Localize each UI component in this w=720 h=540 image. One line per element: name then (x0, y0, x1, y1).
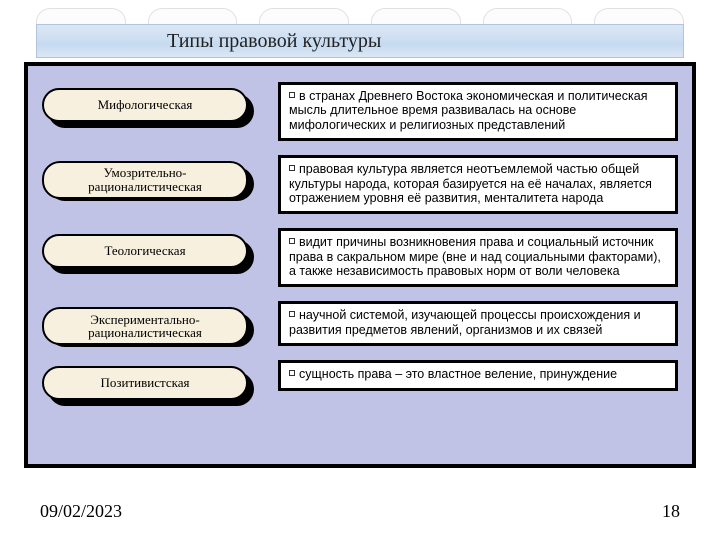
type-label: Позитивистская (42, 366, 248, 400)
desc-text: в странах Древнего Востока экономическая… (289, 89, 647, 132)
content-panel: Мифологическая в странах Древнего Восток… (24, 62, 696, 468)
title-bar: Типы правовой культуры (36, 24, 684, 58)
type-label: Теологическая (42, 234, 248, 268)
bullet-icon (289, 92, 295, 98)
bullet-icon (289, 238, 295, 244)
type-label-wrap: Позитивистская (42, 366, 254, 400)
type-row: Мифологическая в странах Древнего Восток… (42, 82, 678, 141)
type-description: правовая культура является неотъемлемой … (278, 155, 678, 214)
type-label-wrap: Экспериментально-рационалистическая (42, 307, 254, 345)
type-description: в странах Древнего Востока экономическая… (278, 82, 678, 141)
type-label-wrap: Умозрительно-рационалистическая (42, 161, 254, 199)
desc-text: сущность права – это властное веление, п… (299, 367, 617, 381)
type-row: Позитивистская сущность права – это влас… (42, 360, 678, 400)
slide: Типы правовой культуры Мифологическая в … (0, 0, 720, 540)
slide-title: Типы правовой культуры (167, 30, 381, 53)
type-row: Умозрительно-рационалистическая правовая… (42, 155, 678, 214)
type-label: Умозрительно-рационалистическая (42, 161, 248, 199)
type-row: Теологическая видит причины возникновени… (42, 228, 678, 287)
desc-text: правовая культура является неотъемлемой … (289, 162, 652, 205)
type-description: научной системой, изучающей процессы про… (278, 301, 678, 346)
type-label-wrap: Теологическая (42, 234, 254, 268)
type-row: Экспериментально-рационалистическая науч… (42, 301, 678, 346)
bullet-icon (289, 165, 295, 171)
footer-page-number: 18 (662, 501, 680, 522)
bullet-icon (289, 311, 295, 317)
type-description: видит причины возникновения права и соци… (278, 228, 678, 287)
type-label: Мифологическая (42, 88, 248, 122)
footer-date: 09/02/2023 (40, 501, 122, 522)
bullet-icon (289, 370, 295, 376)
type-description: сущность права – это властное веление, п… (278, 360, 678, 390)
type-label-wrap: Мифологическая (42, 88, 254, 122)
slide-footer: 09/02/2023 18 (40, 501, 680, 522)
type-label: Экспериментально-рационалистическая (42, 307, 248, 345)
desc-text: видит причины возникновения права и соци… (289, 235, 661, 278)
desc-text: научной системой, изучающей процессы про… (289, 308, 641, 336)
